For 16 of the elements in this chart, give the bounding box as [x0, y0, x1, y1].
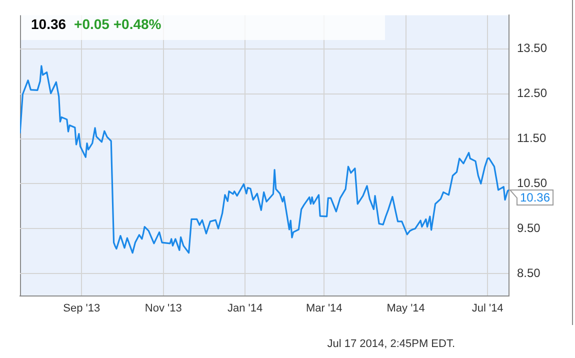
x-tick-label: Nov '13 — [144, 302, 182, 315]
y-tick-label: 13.50 — [517, 41, 548, 56]
y-tick-label: 8.50 — [517, 266, 541, 280]
x-tick-label: Jan '14 — [228, 302, 263, 315]
x-tick-label: Jul '14 — [472, 302, 504, 315]
y-tick-label: 9.50 — [517, 220, 541, 235]
x-tick-label: May '14 — [386, 302, 425, 315]
y-tick-label: 12.50 — [517, 86, 548, 100]
x-tick-label: Sep '13 — [63, 302, 100, 315]
chart-title: 10.36 — [31, 16, 66, 32]
x-tick-label: Mar '14 — [306, 302, 342, 315]
annotation: 10.36 — [520, 190, 550, 204]
y-tick-label: 10.50 — [517, 176, 548, 190]
y-tick-label: 11.50 — [517, 131, 546, 146]
text: Jul 17 2014, 2:45PM EDT. — [327, 338, 455, 350]
chart-subtitle: +0.05 +0.48% — [74, 16, 162, 32]
